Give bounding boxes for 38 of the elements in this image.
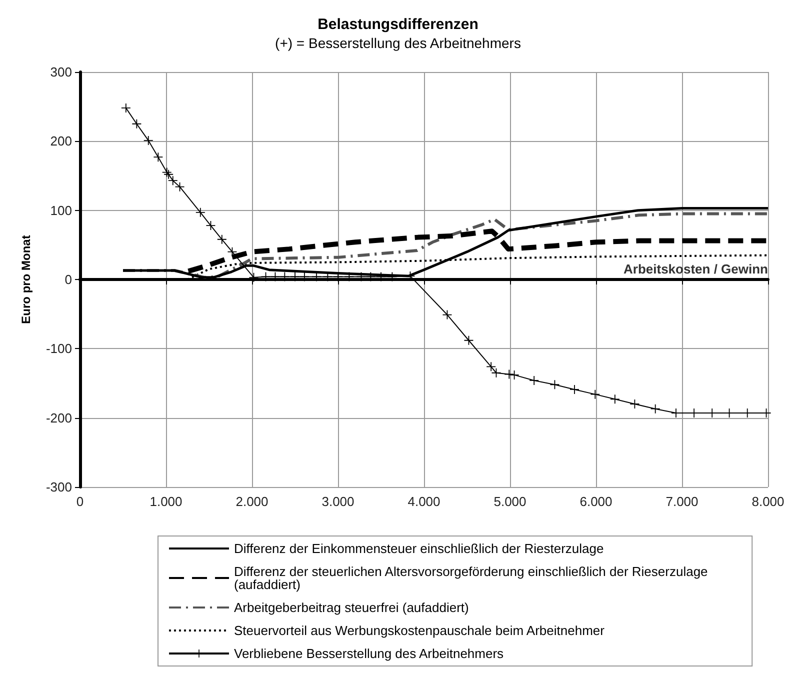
y-tick-label: -200	[46, 410, 72, 426]
point	[144, 136, 153, 145]
point	[610, 394, 620, 404]
point	[650, 404, 660, 414]
y-tick-label: 0	[64, 272, 72, 287]
x-tick-label: 4.000	[408, 494, 440, 509]
legend-label: Differenz der Einkommensteuer einschließlich der Riesterzulage	[234, 541, 604, 556]
point	[168, 176, 178, 186]
point	[196, 208, 205, 217]
x-tick-label: 0	[76, 494, 84, 509]
point	[132, 119, 142, 128]
point	[590, 390, 600, 399]
point	[217, 234, 226, 244]
point	[530, 376, 539, 385]
legend-label: Arbeitgeberbeitrag steuerfrei (aufaddiert)	[234, 600, 469, 615]
y-tick-label: 200	[50, 134, 72, 149]
y-tick-label: 100	[50, 202, 72, 218]
y-tick-label: -100	[46, 341, 72, 356]
legend-label: Verbliebene Besserstellung des Arbeitnehmers	[234, 646, 504, 661]
x-tick-label: 1.000	[150, 494, 182, 509]
point	[486, 362, 496, 372]
x-axis-title: Arbeitskosten / Gewinn	[624, 262, 768, 276]
x-tick-label: 5.000	[494, 494, 526, 509]
point	[570, 384, 579, 394]
y-axis-title: Euro pro Monat	[19, 235, 33, 324]
chart-title: Belastungsdifferenzen	[318, 16, 478, 33]
x-tick-label: 7.000	[666, 494, 698, 509]
y-tick-label: 300	[50, 64, 72, 80]
point	[154, 152, 163, 162]
chart-subtitle: (+) = Besserstellung des Arbeitnehmers	[275, 35, 521, 51]
x-tick-label: 8.000	[752, 494, 784, 509]
x-tick-label: 2.000	[236, 494, 268, 509]
legend-label: Differenz der steuerlichen Altersvorsorgeförderung einschließlich der Rieserzulage (aufaddiert)	[234, 564, 712, 592]
x-tick-label: 3.000	[322, 494, 354, 509]
y-tick-label: -300	[46, 480, 72, 494]
x-tick-label: 6.000	[580, 494, 612, 509]
legend-label: Steuervorteil aus Werbungskostenpauschale beim Arbeitnehmer	[234, 623, 606, 638]
point	[121, 103, 130, 112]
